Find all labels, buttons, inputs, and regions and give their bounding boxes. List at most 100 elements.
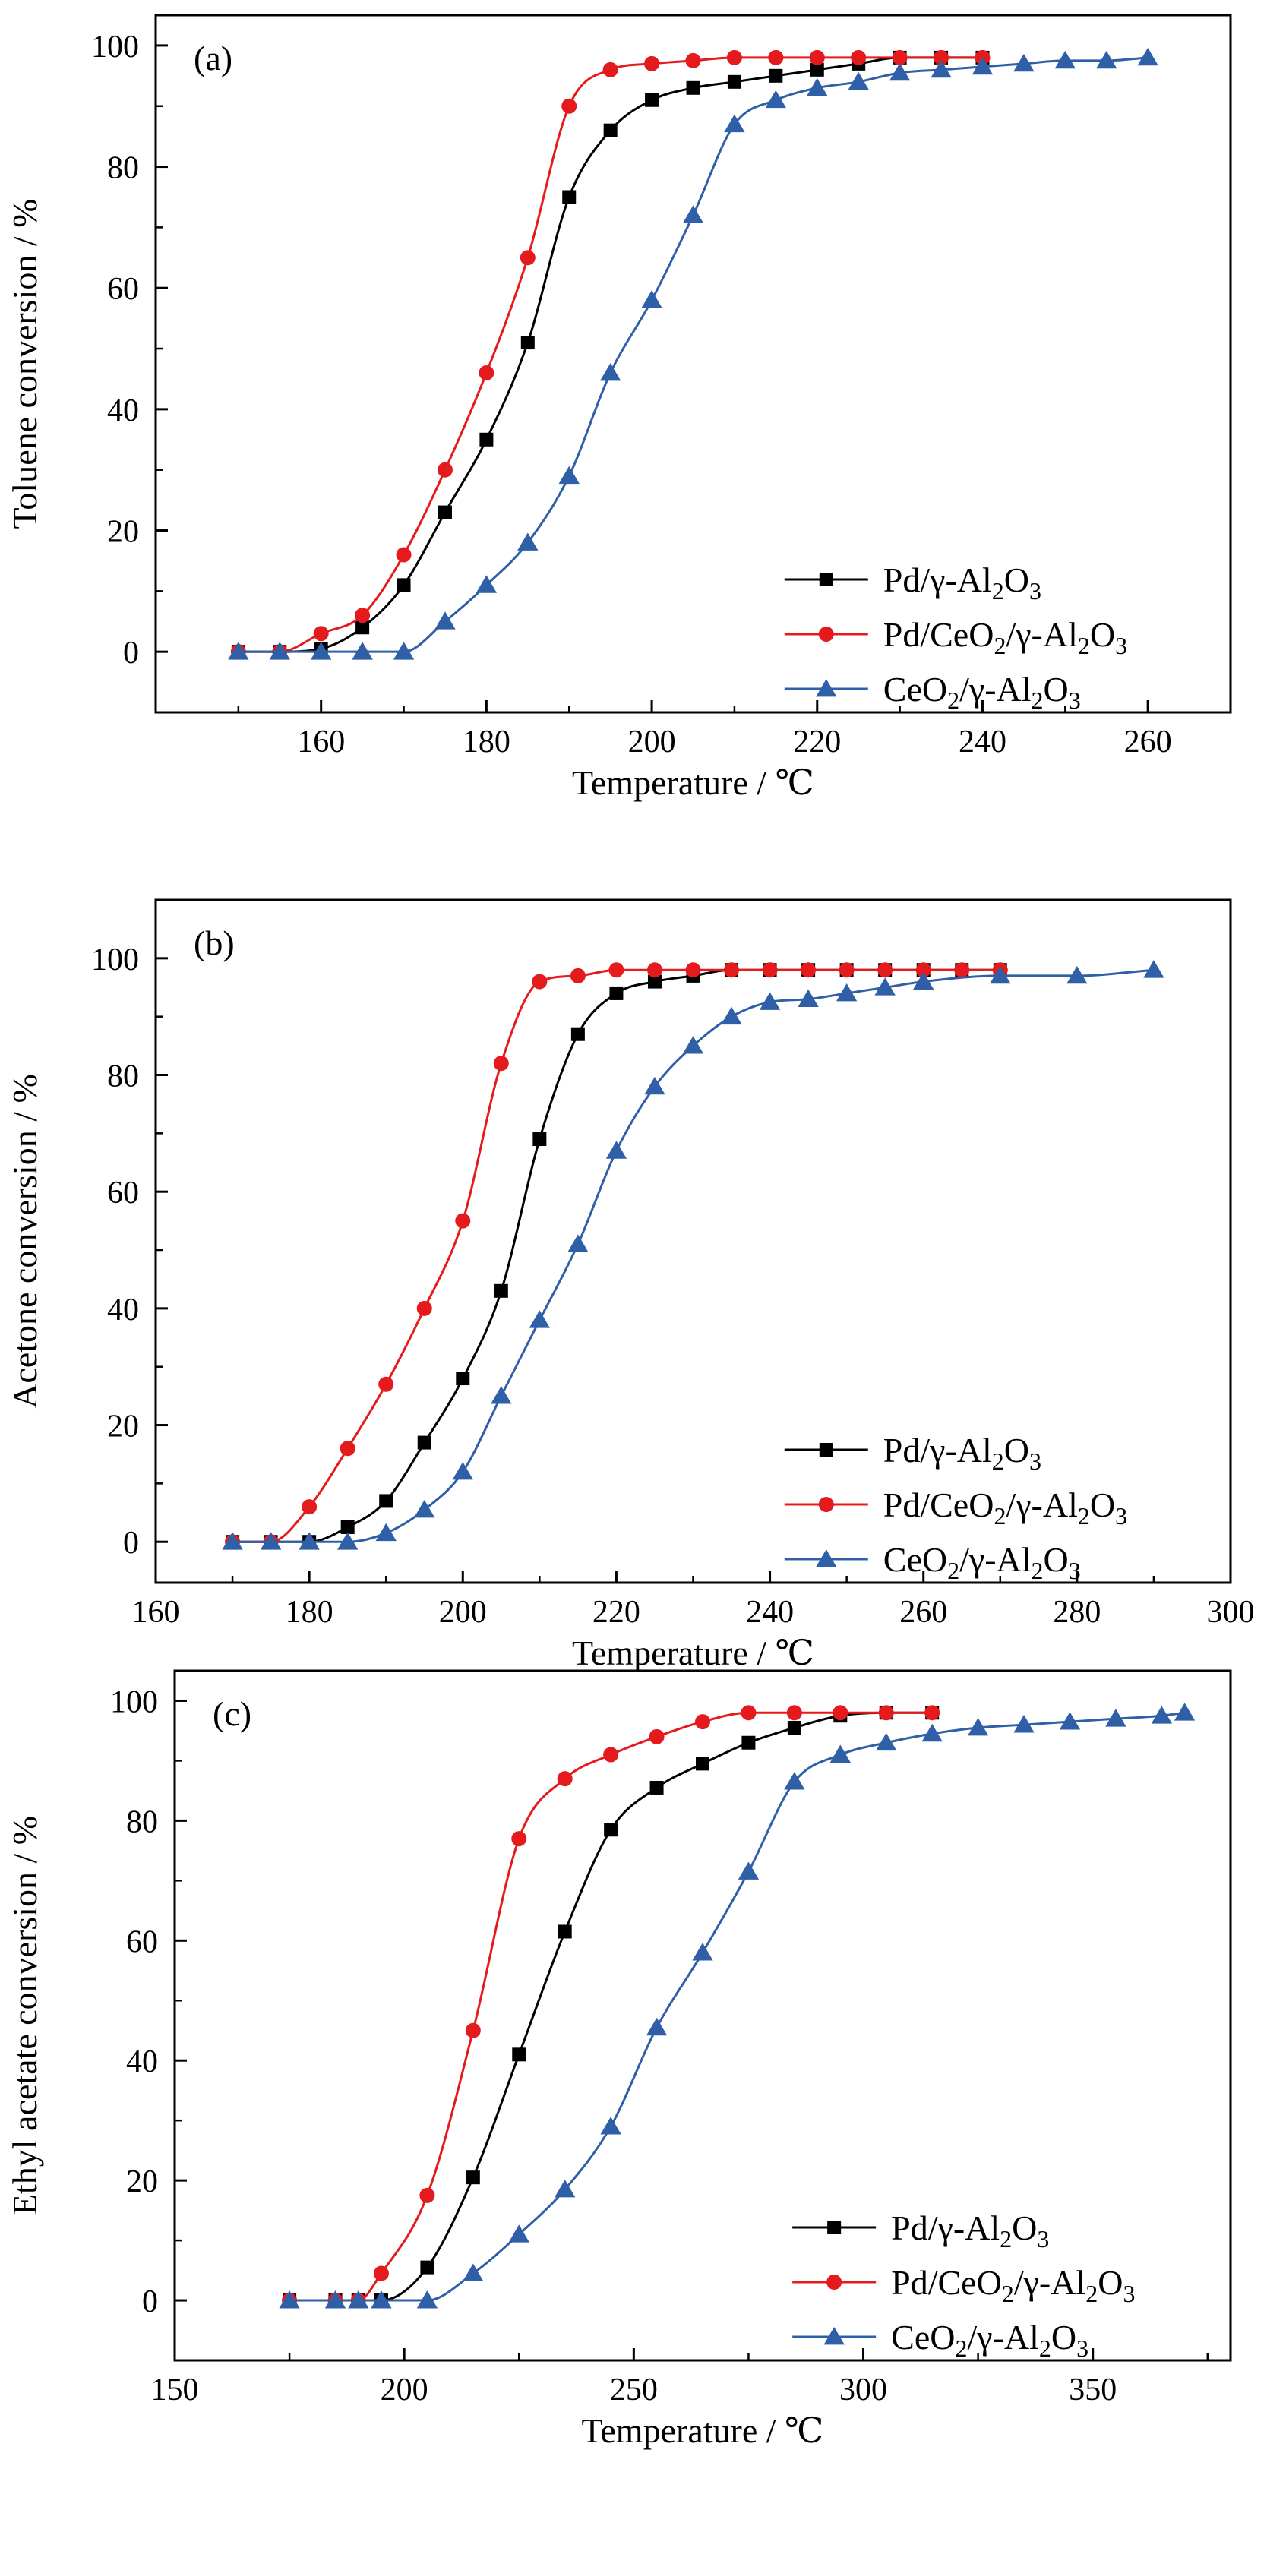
chart-panel-2: 150 200 250 300 350 0 20 40 60 80 100 Temperature /… <box>5 1669 1232 2450</box>
legend-label: Pd/CeO2/γ-Al2O3 <box>891 2263 1135 2307</box>
legend-item: CeO2/γ-Al2O3 <box>792 2318 1088 2362</box>
data-point <box>921 1723 943 1742</box>
legend-marker <box>818 627 834 642</box>
data-point <box>892 49 908 65</box>
data-point <box>608 962 624 978</box>
data-point <box>1151 1706 1172 1724</box>
plot-frame <box>154 14 1232 714</box>
series-2 <box>228 47 1158 660</box>
legend-label: Pd/γ-Al2O3 <box>891 2208 1049 2252</box>
data-point <box>532 1132 547 1147</box>
data-point <box>602 62 618 77</box>
data-point <box>340 1441 355 1457</box>
y-tick-label: 40 <box>107 1293 139 1327</box>
data-point <box>741 1705 757 1721</box>
data-point <box>371 2290 392 2309</box>
data-point <box>600 362 621 381</box>
data-point <box>373 2265 389 2281</box>
data-point <box>967 1718 989 1736</box>
data-point <box>644 55 660 71</box>
data-point <box>644 1076 665 1095</box>
data-point <box>931 59 952 78</box>
data-point <box>532 974 548 990</box>
legend-marker <box>816 1549 837 1567</box>
data-point <box>915 962 931 978</box>
x-tick-label: 220 <box>592 1595 640 1630</box>
data-point <box>1174 1703 1196 1721</box>
y-tick-label: 100 <box>91 30 139 65</box>
data-point <box>555 2179 576 2198</box>
data-point <box>465 2022 481 2038</box>
legend-item: Pd/CeO2/γ-Al2O3 <box>792 2263 1136 2307</box>
legend-item: Pd/γ-Al2O3 <box>784 1431 1041 1475</box>
data-point <box>417 1435 431 1450</box>
data-point <box>279 2290 300 2309</box>
x-tick-label: 200 <box>628 724 676 759</box>
data-point <box>355 608 371 623</box>
legend-label: Pd/γ-Al2O3 <box>883 560 1041 605</box>
legend-label: CeO2/γ-Al2O3 <box>891 2318 1088 2362</box>
x-tick-label: 250 <box>610 2372 658 2407</box>
y-tick-label: 80 <box>107 151 139 186</box>
data-point <box>724 114 745 133</box>
legend-marker <box>816 679 837 697</box>
x-axis-label: Temperature / ℃ <box>572 1634 814 1672</box>
y-tick-label: 0 <box>123 636 139 671</box>
data-point <box>913 971 934 990</box>
data-point <box>686 80 700 95</box>
data-point <box>798 989 819 1008</box>
data-point <box>1137 47 1158 66</box>
data-point <box>455 1213 471 1229</box>
y-tick-label: 20 <box>107 1410 139 1444</box>
data-point <box>416 1300 432 1316</box>
data-point <box>809 49 825 65</box>
data-point <box>517 532 539 551</box>
x-tick-label: 300 <box>1207 1595 1255 1630</box>
plot-frame <box>154 898 1232 1584</box>
legend-label: CeO2/γ-Al2O3 <box>883 1540 1081 1584</box>
data-point <box>1066 965 1088 984</box>
legend-item: Pd/CeO2/γ-Al2O3 <box>784 615 1127 659</box>
y-tick-label: 100 <box>91 942 139 977</box>
legend-marker <box>819 573 833 586</box>
y-tick-label: 60 <box>126 1924 158 1959</box>
data-point <box>269 642 290 660</box>
data-point <box>603 123 618 137</box>
data-point <box>889 62 911 81</box>
y-tick-label: 80 <box>126 1804 158 1839</box>
data-point <box>787 1721 801 1735</box>
data-point <box>379 1494 393 1508</box>
data-point <box>561 98 577 114</box>
series-line <box>289 1711 933 2302</box>
data-point <box>479 432 494 447</box>
data-point <box>562 190 577 204</box>
data-point <box>649 1728 665 1744</box>
data-point <box>851 49 867 65</box>
x-tick-label: 220 <box>793 724 841 759</box>
data-point <box>260 1532 282 1550</box>
x-tick-label: 160 <box>297 724 345 759</box>
data-point <box>786 1705 802 1721</box>
y-tick-label: 60 <box>107 272 139 307</box>
chart-panel-0: 160 180 200 220 240 260 0 20 40 60 80 100 Temperatur… <box>5 14 1232 802</box>
x-tick-label: 240 <box>959 724 1006 759</box>
data-point <box>682 205 704 223</box>
data-point <box>641 290 662 308</box>
legend-item: Pd/γ-Al2O3 <box>792 2208 1049 2252</box>
chart-panel-1: 160 180 200 220 240 260 280 300 0 20 40 60 80 100 Temp… <box>5 898 1255 1672</box>
data-point <box>738 1861 760 1880</box>
data-point <box>724 962 740 978</box>
x-axis-label: Temperature / ℃ <box>582 2411 824 2450</box>
x-tick-label: 180 <box>286 1595 333 1630</box>
data-point <box>397 578 411 592</box>
data-point <box>605 1141 627 1159</box>
data-point <box>324 2290 346 2309</box>
data-point <box>990 965 1011 984</box>
x-tick-label: 260 <box>1124 724 1172 759</box>
data-point <box>741 1735 756 1750</box>
data-point <box>972 56 994 75</box>
data-point <box>378 1376 394 1392</box>
data-point <box>520 250 536 266</box>
data-point <box>646 2017 668 2036</box>
